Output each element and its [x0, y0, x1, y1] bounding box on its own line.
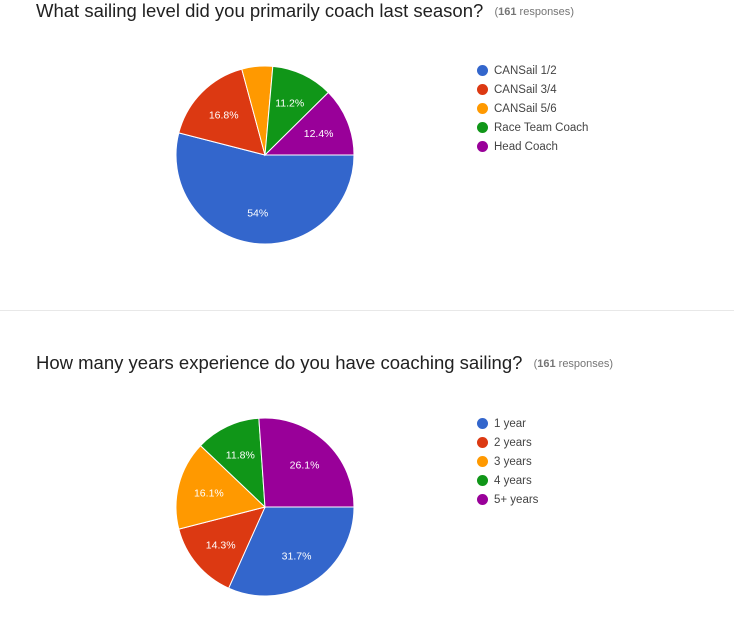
chart-legend-years-experience: 1 year 2 years 3 years 4 years 5+ years [477, 414, 538, 509]
legend-label: 5+ years [494, 493, 539, 506]
slice-label-race-team-coach: 11.2% [275, 98, 304, 110]
legend-item-3-years: 3 years [477, 452, 538, 471]
legend-swatch [477, 141, 488, 152]
slice-label-cansail-1-2: 54% [247, 208, 268, 220]
pie-slice-cansail-3-4[interactable] [178, 68, 266, 156]
pie-slice-1-year[interactable] [227, 506, 355, 597]
legend-item-cansail-1-2: CANSail 1/2 [477, 61, 588, 80]
legend-item-1-year: 1 year [477, 414, 538, 433]
pie-slice-head-coach[interactable] [263, 91, 355, 156]
question-card-sailing-level: What sailing level did you primarily coa… [0, 0, 734, 300]
legend-swatch [477, 437, 488, 448]
responses-count: (161 responses) [494, 6, 574, 18]
pie-slice-2-years[interactable] [178, 506, 266, 589]
slice-label-4-years: 11.8% [226, 450, 255, 462]
legend-item-4-years: 4 years [477, 471, 538, 490]
legend-label: CANSail 5/6 [494, 102, 557, 115]
legend-swatch [477, 84, 488, 95]
legend-item-head-coach: Head Coach [477, 137, 588, 156]
section-divider [0, 310, 734, 311]
pie-slice-3-years[interactable] [175, 444, 266, 530]
legend-label: 1 year [494, 417, 526, 430]
question-title: How many years experience do you have co… [36, 352, 613, 375]
legend-swatch [477, 494, 488, 505]
slice-label-5-years: 26.1% [290, 460, 320, 472]
legend-swatch [477, 418, 488, 429]
slice-label-3-years: 16.1% [194, 487, 224, 499]
legend-label: Race Team Coach [494, 121, 589, 134]
legend-swatch [477, 103, 488, 114]
responses-number: 161 [537, 358, 556, 370]
legend-item-cansail-3-4: CANSail 3/4 [477, 80, 588, 99]
legend-item-5-plus-years: 5+ years [477, 490, 538, 509]
legend-swatch [477, 122, 488, 133]
responses-word: responses [558, 358, 610, 370]
legend-label: 3 years [494, 455, 532, 468]
legend-swatch [477, 475, 488, 486]
legend-item-2-years: 2 years [477, 433, 538, 452]
question-card-years-experience: How many years experience do you have co… [0, 311, 734, 611]
slice-label-1-year: 31.7% [282, 551, 312, 563]
responses-count: (161 responses) [533, 358, 614, 370]
pie-slice-cansail-1-2[interactable] [175, 132, 355, 245]
legend-label: Head Coach [494, 140, 558, 153]
slice-label-head-coach: 12.4% [304, 128, 334, 140]
pie-slice-4-years[interactable] [199, 417, 266, 509]
pie-slice-5-years[interactable] [258, 417, 355, 508]
slice-label-cansail-3-4: 16.8% [209, 109, 239, 121]
slice-label-2-years: 14.3% [206, 539, 236, 551]
responses-word: responses [519, 6, 571, 18]
legend-label: CANSail 1/2 [494, 64, 557, 77]
legend-item-race-team-coach: Race Team Coach [477, 118, 588, 137]
legend-swatch [477, 65, 488, 76]
legend-label: 2 years [494, 436, 532, 449]
question-title-text: How many years experience do you have co… [36, 352, 523, 373]
pie-chart-years-experience: 31.7% 14.3% 16.1% 11.8% 26.1% [175, 417, 355, 597]
question-title: What sailing level did you primarily coa… [36, 0, 574, 23]
legend-swatch [477, 456, 488, 467]
responses-number: 161 [498, 6, 517, 18]
legend-label: 4 years [494, 474, 532, 487]
legend-label: CANSail 3/4 [494, 83, 557, 96]
chart-legend-sailing-level: CANSail 1/2 CANSail 3/4 CANSail 5/6 Race… [477, 61, 588, 156]
pie-chart-sailing-level: 54% 16.8% 11.2% 12.4% [175, 65, 355, 245]
question-title-text: What sailing level did you primarily coa… [36, 0, 484, 21]
legend-item-cansail-5-6: CANSail 5/6 [477, 99, 588, 118]
